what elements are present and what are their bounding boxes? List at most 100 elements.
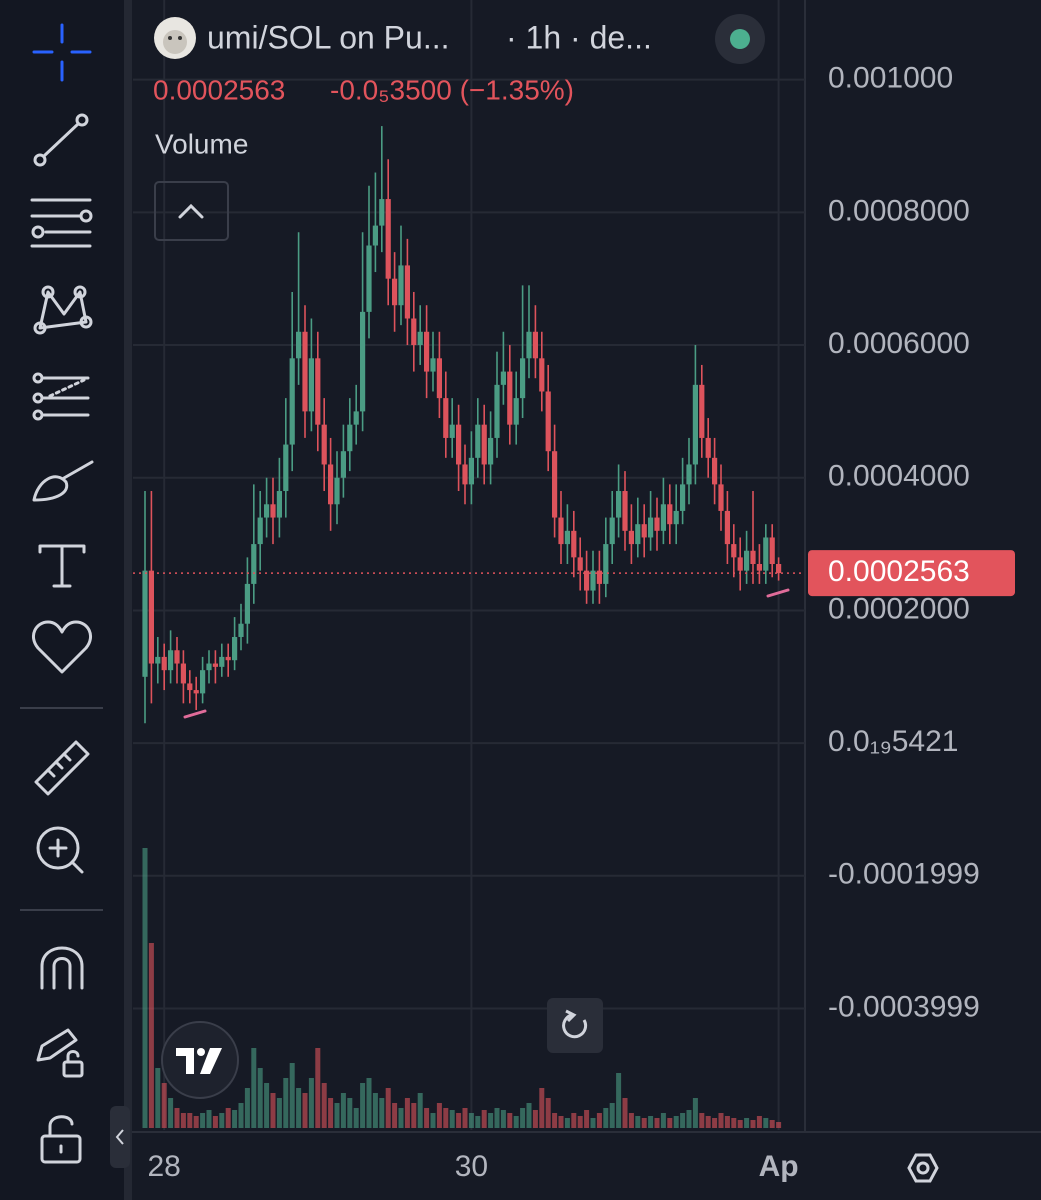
candle-body [590, 570, 596, 591]
reset-chart-button[interactable] [547, 998, 603, 1053]
candle-body [654, 517, 660, 531]
volume-bar [353, 1108, 359, 1128]
brush-tool[interactable] [32, 460, 94, 502]
volume-bar [456, 1113, 462, 1128]
volume-bar [392, 1103, 398, 1128]
symbol-avatar[interactable] [154, 17, 196, 59]
volume-bar [705, 1116, 711, 1128]
volume-bar [289, 1063, 295, 1128]
candle-body [155, 656, 161, 664]
horizontal-lines-tool[interactable] [30, 198, 93, 248]
volume-bar [571, 1113, 577, 1128]
volume-bar [654, 1118, 660, 1128]
candle-body [168, 650, 174, 671]
crosshair-tool[interactable] [32, 23, 92, 82]
candle-body [603, 544, 609, 584]
candle-body [436, 358, 442, 399]
candle-body [347, 424, 353, 452]
magnet-tool[interactable] [40, 946, 84, 990]
favorites-tool[interactable] [32, 620, 92, 674]
volume-bar [308, 1078, 314, 1128]
volume-bar [193, 1116, 199, 1128]
candle-body [276, 491, 282, 518]
candle-body [296, 331, 302, 359]
candle-body [264, 504, 270, 518]
volume-bar [776, 1122, 782, 1128]
volume-bar [328, 1098, 334, 1128]
drawing[interactable] [183, 709, 207, 719]
interval[interactable]: · 1h · de... [506, 19, 652, 55]
volume-bar [558, 1116, 564, 1128]
volume-bar [276, 1098, 282, 1128]
candle-body [379, 199, 385, 226]
candle-body [609, 517, 615, 545]
candle-body [398, 265, 404, 306]
symbol-title[interactable]: umi/SOL on Pu... [207, 19, 449, 55]
volume-bar [622, 1098, 628, 1128]
candle-body [616, 491, 622, 518]
candle-body [552, 451, 558, 518]
trend-line-tool[interactable] [33, 113, 89, 167]
text-tool[interactable] [38, 544, 86, 588]
x-tick-label: 28 [148, 1150, 181, 1183]
candle-body [334, 477, 340, 505]
candle-body [545, 391, 551, 452]
volume-bar [475, 1116, 481, 1128]
settings-button[interactable] [907, 1153, 939, 1183]
candle-body [180, 663, 186, 684]
toolbar-divider [124, 0, 132, 1200]
indicator-label[interactable]: Volume [155, 128, 248, 159]
candle-body [699, 384, 705, 438]
candle-body [315, 358, 321, 425]
candle-body [776, 564, 782, 574]
lock-tool[interactable] [40, 1115, 82, 1164]
drawing[interactable] [766, 588, 790, 598]
collapse-toolbar[interactable] [110, 1106, 130, 1168]
volume-bar [628, 1113, 634, 1128]
candle-body [456, 424, 462, 465]
candle-body [756, 564, 762, 571]
zoom-tool[interactable] [36, 826, 84, 874]
collapse-indicators[interactable] [154, 181, 229, 241]
candle-body [206, 663, 212, 671]
candle-body [724, 510, 730, 545]
candle-body [635, 524, 641, 545]
candle-body [244, 583, 250, 624]
candle-body [251, 544, 257, 584]
candle-body [622, 491, 628, 531]
x-tick-label: 30 [455, 1150, 488, 1183]
candle-body [750, 550, 756, 565]
volume-bar [712, 1118, 718, 1128]
pattern-tool[interactable] [33, 285, 93, 335]
candle-body [424, 331, 430, 372]
candle-body [648, 517, 654, 538]
volume-bar [673, 1116, 679, 1128]
y-tick-label: 0.0006000 [828, 327, 970, 360]
tradingview-logo[interactable] [161, 1021, 239, 1099]
candle-body [360, 311, 366, 412]
volume-bar [756, 1116, 762, 1128]
volume-bar [680, 1113, 686, 1128]
volume-bar [494, 1108, 500, 1128]
lock-drawings-tool[interactable] [36, 1028, 84, 1078]
volume-bar [206, 1110, 212, 1128]
candle-body [392, 278, 398, 306]
ruler-tool[interactable] [34, 740, 90, 796]
candle-body [142, 570, 148, 677]
volume-bar [648, 1116, 654, 1128]
candle-body [769, 537, 775, 565]
fib-tool[interactable] [32, 372, 90, 421]
volume-bar [609, 1103, 615, 1128]
candle-body [584, 570, 590, 591]
volume-bar [436, 1103, 442, 1128]
candle-body [289, 358, 295, 445]
candle-body [308, 358, 314, 412]
candle-body [270, 504, 276, 518]
status-indicator [715, 14, 765, 64]
volume-bar [417, 1093, 423, 1128]
candle-body [744, 550, 750, 571]
candle-body [219, 656, 225, 667]
y-tick-label: 0.0₁₉5421 [828, 725, 958, 758]
volume-bar [539, 1088, 545, 1128]
